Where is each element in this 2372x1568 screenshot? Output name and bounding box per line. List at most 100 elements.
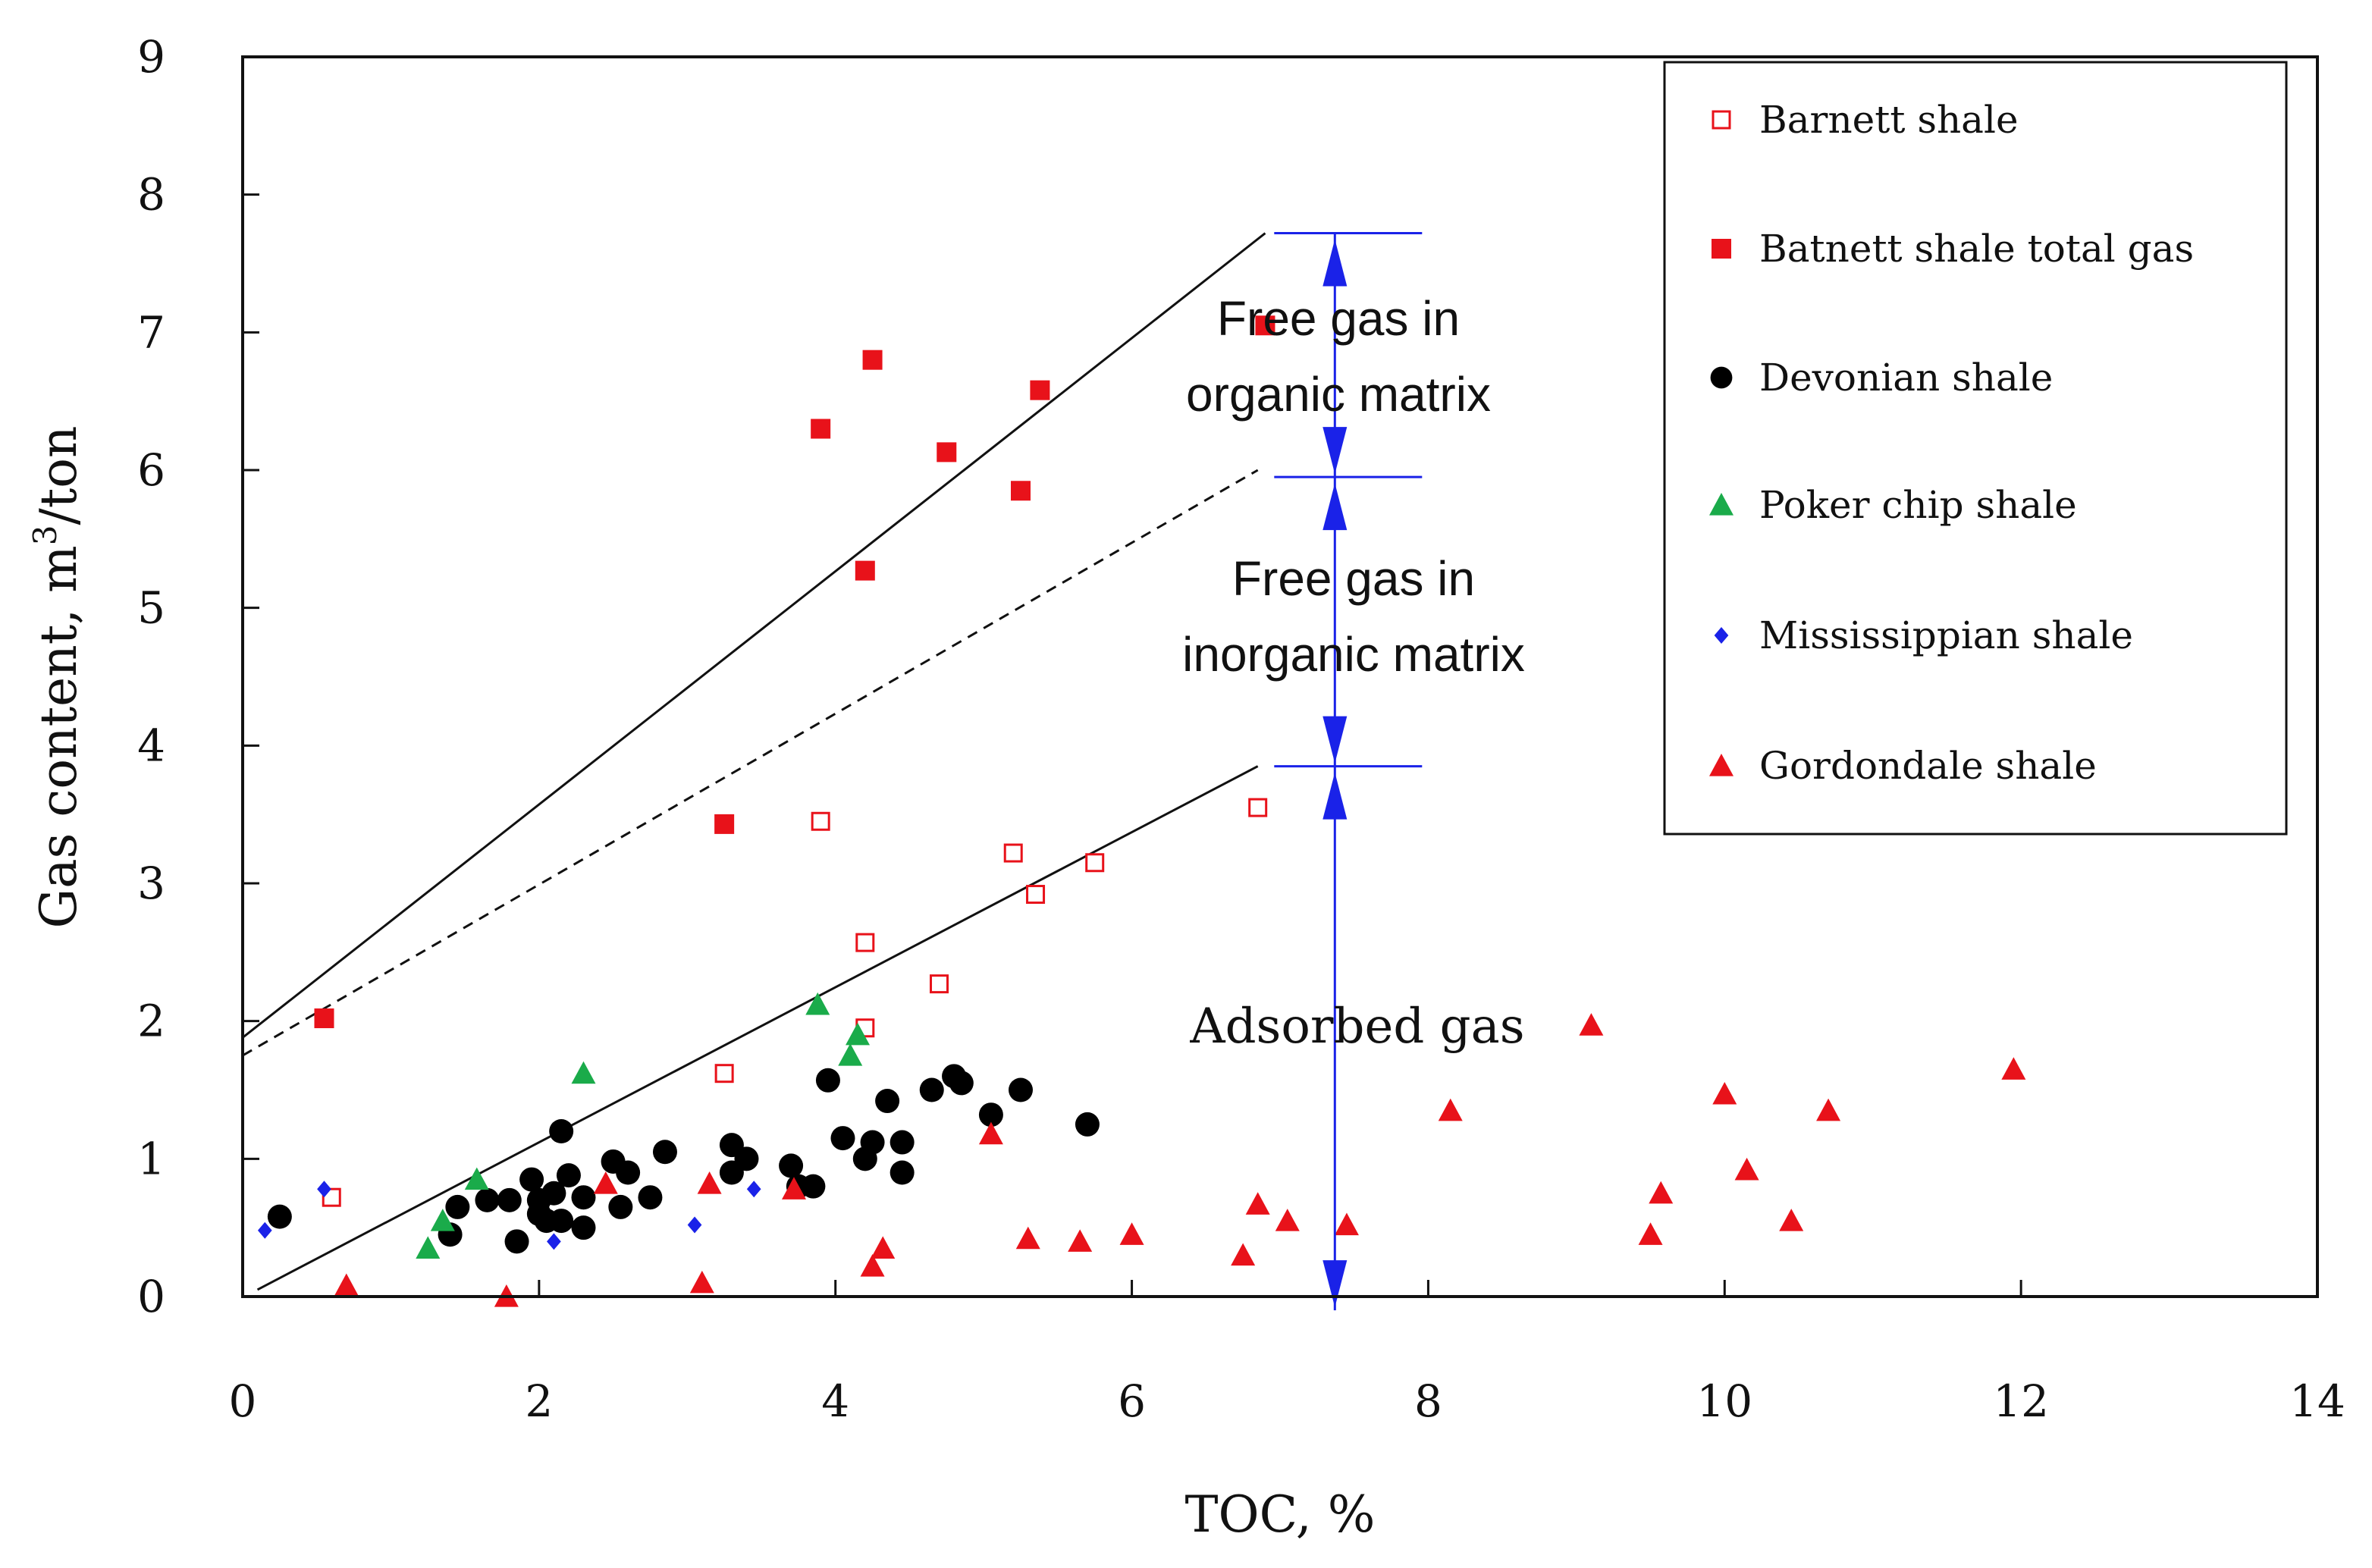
poker-chip-shale-point (416, 1236, 441, 1259)
x-axis-title: TOC, % (1185, 1485, 1376, 1544)
devonian-shale-point (875, 1089, 900, 1114)
plot-frame (241, 55, 2319, 1298)
legend-label-barnett-shale: Barnett shale (1759, 98, 2019, 142)
devonian-shale-point (616, 1160, 641, 1185)
y-tick-label: 0 (137, 1271, 165, 1322)
y-tick-label: 5 (137, 582, 165, 634)
devonian-shale-point (815, 1068, 840, 1093)
legend-marker-batnett-shale-total-gas (1712, 239, 1731, 259)
annotation-free-inorganic-line2: inorganic matrix (1182, 627, 1525, 682)
devonian-shale-point (949, 1071, 974, 1096)
mississippian-shale-point (257, 1221, 272, 1239)
barnett-shale-point (1248, 798, 1268, 817)
gordondale-shale-point (1816, 1098, 1841, 1121)
annotation-free-inorganic-line1: Free gas in (1232, 551, 1475, 606)
y-tick-label: 8 (137, 169, 165, 221)
devonian-shale-point (734, 1146, 759, 1171)
legend-label-batnett-shale-total-gas: Batnett shale total gas (1759, 227, 2194, 271)
poker-chip-shale-point (805, 992, 830, 1015)
devonian-shale-point (1009, 1077, 1033, 1102)
gordondale-shale-point (1334, 1212, 1359, 1236)
barnett-shale-point (1085, 853, 1105, 873)
legend-marker-devonian-shale (1710, 366, 1733, 389)
y-axis-title-suffix: /ton (30, 425, 88, 525)
y-tick-label: 1 (137, 1133, 165, 1184)
barnett-shale-point (855, 933, 875, 952)
devonian-shale-point (267, 1204, 292, 1229)
devonian-shale-point (890, 1130, 915, 1155)
gordondale-shale-point (1579, 1013, 1604, 1036)
batnett-shale-total-gas-point (314, 1008, 334, 1029)
y-tick-label: 2 (137, 996, 165, 1047)
legend-label-gordondale-shale: Gordondale shale (1759, 744, 2097, 788)
gordondale-shale-point (1231, 1243, 1256, 1266)
x-tick-label: 6 (1118, 1375, 1146, 1427)
gordondale-shale-point (689, 1270, 714, 1294)
devonian-shale-point (919, 1077, 944, 1102)
batnett-shale-total-gas-point (1030, 380, 1050, 400)
y-tick-label: 9 (137, 31, 165, 83)
gordondale-shale-point (978, 1121, 1003, 1145)
x-tick-label: 12 (1993, 1375, 2049, 1427)
devonian-shale-point (549, 1119, 574, 1143)
gordondale-shale-point (593, 1171, 618, 1194)
devonian-shale-point (497, 1187, 522, 1212)
batnett-shale-total-gas-point (1255, 315, 1275, 336)
gordondale-shale-point (860, 1254, 885, 1277)
devonian-shale-point (860, 1130, 885, 1155)
devonian-shale-point (504, 1229, 529, 1254)
devonian-shale-point (1075, 1112, 1100, 1137)
upper-line (242, 232, 1266, 1039)
y-tick-label: 3 (137, 858, 165, 909)
range-arrowhead-up (1322, 483, 1348, 531)
y-axis-title: Gas content, m3/ton (27, 425, 88, 928)
y-tick-label: 4 (137, 720, 165, 771)
legend-marker-barnett-shale (1712, 110, 1731, 130)
x-tick-label: 2 (525, 1375, 553, 1427)
x-tick-label: 4 (821, 1375, 849, 1427)
x-tick-label: 0 (229, 1375, 257, 1427)
devonian-shale-point (475, 1187, 500, 1212)
legend-marker-poker-chip-shale (1709, 493, 1734, 516)
range-arrowhead-up (1322, 772, 1348, 820)
gordondale-shale-point (1438, 1098, 1463, 1121)
middle-line (242, 469, 1259, 1057)
mississippian-shale-point (317, 1181, 331, 1198)
gordondale-shale-point (1015, 1226, 1040, 1250)
x-tick-label: 10 (1696, 1375, 1752, 1427)
gordondale-shale-point (2001, 1057, 2026, 1080)
gordondale-shale-point (1119, 1222, 1144, 1245)
devonian-shale-point (445, 1194, 470, 1219)
mississippian-shale-point (687, 1216, 702, 1234)
devonian-shale-point (556, 1163, 581, 1188)
devonian-shale-point (549, 1209, 574, 1234)
range-arrowhead-down (1322, 427, 1348, 475)
batnett-shale-total-gas-point (714, 814, 735, 834)
annotation-free-organic-line2: organic matrix (1186, 367, 1491, 422)
range-arrowhead-up (1322, 239, 1348, 287)
mississippian-shale-point (746, 1181, 761, 1198)
barnett-shale-point (1003, 843, 1023, 863)
y-tick-label: 7 (137, 306, 165, 358)
gordondale-shale-point (1649, 1181, 1674, 1204)
gordondale-shale-point (871, 1236, 896, 1259)
gordondale-shale-point (1779, 1209, 1804, 1231)
x-tick-label: 8 (1414, 1375, 1442, 1427)
legend-label-poker-chip-shale: Poker chip shale (1759, 483, 2077, 527)
legend-box (1663, 61, 2288, 836)
devonian-shale-point (519, 1167, 544, 1192)
batnett-shale-total-gas-point (862, 350, 883, 370)
batnett-shale-total-gas-point (811, 419, 831, 439)
gordondale-shale-point (1734, 1157, 1759, 1181)
y-axis-title-prefix: Gas content, m (30, 545, 88, 928)
poker-chip-shale-point (430, 1209, 455, 1231)
legend-label-devonian-shale: Devonian shale (1759, 356, 2053, 400)
poker-chip-shale-point (464, 1167, 489, 1190)
legend: Barnett shale Batnett shale total gas Devo… (1663, 61, 2288, 836)
legend-marker-mississippian-shale (1714, 627, 1729, 644)
y-axis-title-sup: 3 (27, 525, 64, 546)
barnett-shale-point (930, 974, 949, 994)
legend-marker-gordondale-shale (1709, 754, 1734, 776)
gordondale-shale-point (1638, 1222, 1663, 1245)
